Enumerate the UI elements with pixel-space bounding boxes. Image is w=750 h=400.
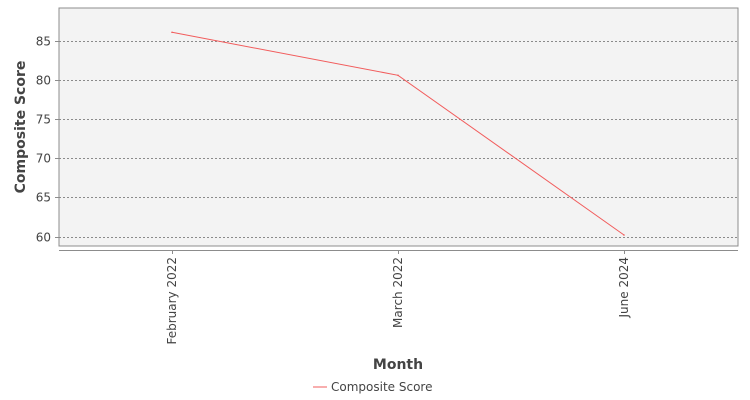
y-tick-label: 75 — [36, 113, 51, 127]
y-tick-label: 65 — [36, 191, 51, 205]
y-tick-label: 70 — [36, 152, 51, 166]
y-tick-label: 85 — [36, 35, 51, 49]
tick-labels: 60 65 70 75 80 85 February 2022 March 2022 June … — [36, 35, 631, 345]
data-point — [623, 234, 625, 236]
series — [171, 31, 625, 236]
x-tick-label: February 2022 — [165, 257, 179, 345]
legend: Composite Score — [313, 380, 432, 394]
x-axis-title: Month — [373, 357, 423, 373]
x-tick-label: June 2024 — [617, 257, 631, 319]
plot-background — [58, 7, 739, 247]
x-tick-label: March 2022 — [391, 257, 405, 328]
data-point — [171, 31, 173, 34]
y-tick-label: 60 — [36, 231, 51, 245]
legend-label: Composite Score — [331, 380, 432, 394]
y-axis-title: Composite Score — [13, 61, 29, 194]
axes — [55, 41, 738, 254]
data-point — [397, 74, 399, 77]
y-tick-label: 80 — [36, 74, 51, 88]
gridlines — [59, 41, 738, 238]
